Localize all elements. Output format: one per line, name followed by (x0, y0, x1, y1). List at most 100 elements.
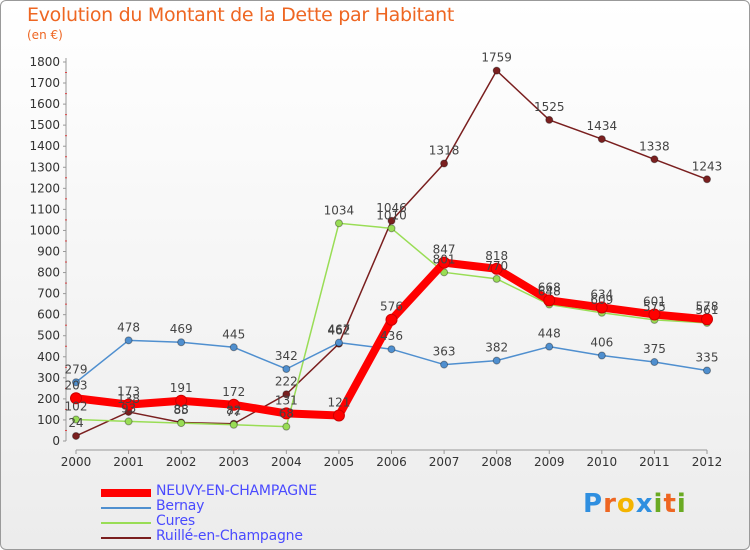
logo-letter: x (635, 489, 654, 519)
data-point-ruill-en-champagne (597, 135, 606, 144)
data-point-bernay (597, 351, 606, 360)
data-label-neuvy-en-champagne: 131 (275, 393, 298, 407)
data-label-neuvy-en-champagne: 847 (433, 243, 456, 257)
x-tick-label: 2011 (639, 455, 670, 469)
y-tick-label: 1700 (29, 76, 60, 90)
data-label-cures: 1010 (376, 208, 407, 222)
x-tick-label: 2002 (166, 455, 197, 469)
data-point-bernay (124, 336, 133, 345)
proxiti-logo: Proxiti (583, 489, 687, 519)
data-label-bernay: 279 (65, 362, 88, 376)
data-label-bernay: 469 (170, 322, 193, 336)
data-labels: 24 138 88 82 222 462 1046 1318 1759 1525 1434 1338 1… (65, 51, 723, 430)
data-label-cures: 1034 (324, 203, 355, 217)
legend-label-ruille: Ruillé-en-Champagne (156, 528, 303, 544)
legend-swatch-bernay (101, 507, 151, 509)
y-tick-label: 100 (37, 413, 60, 427)
data-label-ruill-en-champagne: 1525 (534, 100, 565, 114)
y-tick-label: 700 (37, 287, 60, 301)
data-point-neuvy-en-champagne (701, 313, 713, 326)
data-point-neuvy-en-champagne (543, 294, 556, 307)
data-point-bernay (387, 345, 396, 354)
data-point-neuvy-en-champagne (175, 394, 188, 407)
data-point-cures (387, 224, 396, 233)
x-tick-label: 2009 (534, 455, 565, 469)
data-point-neuvy-en-champagne (438, 256, 451, 269)
data-point-neuvy-en-champagne (648, 308, 661, 321)
data-label-ruill-en-champagne: 1338 (639, 139, 670, 153)
logo-letter: i (676, 489, 687, 519)
x-tick-label: 2003 (218, 455, 249, 469)
data-point-neuvy-en-champagne (385, 313, 398, 326)
data-label-neuvy-en-champagne: 191 (170, 381, 193, 395)
data-label-ruill-en-champagne: 88 (174, 402, 189, 416)
data-label-cures: 609 (590, 293, 613, 307)
logo-letter: P (583, 489, 604, 519)
axes: 0 100 200 300 400 500 600 700 800 900 1000 1100 1200… (29, 55, 722, 469)
y-tick-label: 800 (37, 266, 60, 280)
x-tick-label: 2004 (271, 455, 302, 469)
data-point-bernay (334, 338, 343, 347)
data-point-bernay (492, 356, 501, 365)
y-tick-label: 1300 (29, 160, 60, 174)
data-label-bernay: 363 (433, 345, 456, 359)
data-point-bernay (177, 338, 186, 347)
data-label-neuvy-en-champagne: 203 (65, 378, 88, 392)
y-tick-label: 600 (37, 308, 60, 322)
data-label-ruill-en-champagne: 138 (117, 392, 140, 406)
y-tick-label: 1100 (29, 202, 60, 216)
data-label-cures: 801 (433, 252, 456, 266)
x-tick-label: 2007 (429, 455, 460, 469)
data-point-neuvy-en-champagne (280, 407, 293, 420)
legend-swatch-neuvy (101, 489, 151, 497)
data-point-cures (229, 420, 238, 429)
logo-letter: t (663, 489, 677, 519)
data-label-ruill-en-champagne: 462 (327, 324, 350, 338)
data-point-cures (124, 417, 133, 426)
data-label-bernay: 478 (117, 320, 140, 334)
x-tick-label: 2008 (481, 455, 512, 469)
data-point-bernay (282, 364, 291, 373)
data-label-ruill-en-champagne: 24 (68, 416, 83, 430)
data-point-bernay (545, 342, 554, 351)
legend-swatch-ruille (101, 537, 151, 539)
chart-title: Evolution du Montant de la Dette par Hab… (27, 4, 455, 26)
data-label-cures: 93 (121, 401, 136, 415)
y-tick-label: 900 (37, 245, 60, 259)
data-point-ruill-en-champagne (545, 115, 554, 124)
data-point-cures (282, 422, 291, 431)
data-label-neuvy-en-champagne: 121 (327, 396, 350, 410)
data-label-cures: 575 (643, 300, 666, 314)
y-tick-label: 1800 (29, 55, 60, 69)
y-tick-label: 200 (37, 392, 60, 406)
data-label-cures: 102 (65, 400, 88, 414)
data-label-neuvy-en-champagne: 818 (485, 249, 508, 263)
y-tick-label: 300 (37, 371, 60, 385)
data-label-bernay: 335 (696, 350, 719, 364)
data-point-neuvy-en-champagne (70, 392, 82, 405)
data-label-neuvy-en-champagne: 578 (696, 299, 719, 313)
data-label-cures: 85 (174, 403, 189, 417)
x-tick-label: 2012 (692, 455, 723, 469)
y-tick-label: 1200 (29, 181, 60, 195)
data-point-cures (492, 274, 501, 283)
data-label-ruill-en-champagne: 1759 (481, 51, 512, 65)
x-tick-label: 2006 (376, 455, 407, 469)
data-point-ruill-en-champagne (492, 66, 501, 75)
chart-unit: (en €) (27, 28, 63, 42)
data-label-bernay: 342 (275, 349, 298, 363)
data-point-ruill-en-champagne (650, 155, 659, 164)
data-label-ruill-en-champagne: 222 (275, 374, 298, 388)
data-label-cures: 77 (226, 405, 241, 419)
data-point-neuvy-en-champagne (332, 409, 345, 422)
data-label-ruill-en-champagne: 1046 (376, 201, 407, 215)
data-label-neuvy-en-champagne: 173 (117, 385, 140, 399)
data-point-neuvy-en-champagne (490, 262, 503, 275)
data-point-bernay (703, 366, 711, 375)
legend-label-bernay: Bernay (156, 498, 205, 514)
data-label-ruill-en-champagne: 1318 (429, 143, 460, 157)
data-label-bernay: 467 (327, 323, 350, 337)
data-point-ruill-en-champagne (387, 216, 396, 225)
